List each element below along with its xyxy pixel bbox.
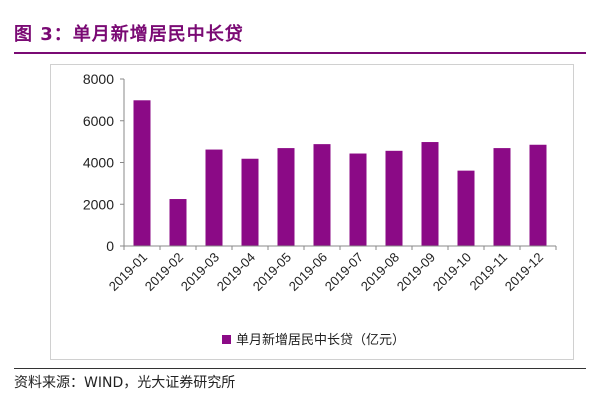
y-tick-label: 0 [106,238,114,254]
y-tick-label: 2000 [83,196,114,212]
x-tick-label: 2019-06 [286,250,330,294]
x-tick-label: 2019-10 [430,250,474,294]
bar [529,144,547,246]
figure-title: 图 3：单月新增居民中长贷 [14,24,244,45]
x-tick-label: 2019-05 [250,250,294,294]
legend-swatch [222,335,231,344]
legend: 单月新增居民中长贷（亿元） [222,332,405,347]
x-tick-label: 2019-02 [142,250,186,294]
y-axis: 0 2000 4000 6000 8000 [83,71,125,254]
bar [457,170,475,246]
x-tick-label: 2019-07 [322,250,366,294]
bar [277,148,295,246]
bar [169,199,187,246]
source-note: 资料来源：WIND，光大证券研究所 [14,375,236,391]
chart-frame [50,64,574,360]
y-tick-label: 6000 [83,113,114,129]
bar [421,142,439,246]
x-tick-label: 2019-08 [358,250,402,294]
x-tick-label: 2019-11 [466,250,510,294]
x-tick-label: 2019-04 [214,250,258,294]
bar [493,148,511,246]
bars [133,100,547,246]
bar [313,144,331,246]
bar [133,100,151,246]
x-axis: 2019-012019-022019-032019-042019-052019-… [106,245,557,294]
legend-label: 单月新增居民中长贷（亿元） [236,332,405,347]
bar [349,153,367,246]
x-tick-label: 2019-12 [502,250,546,294]
x-tick-label: 2019-03 [178,250,222,294]
bar [241,158,259,246]
x-tick-label: 2019-01 [106,250,150,294]
y-tick-label: 4000 [83,155,114,171]
bar [205,149,223,246]
x-tick-label: 2019-09 [394,250,438,294]
y-tick-label: 8000 [83,71,114,87]
source-rule [14,368,586,369]
bar [385,150,403,246]
title-rule [14,52,586,54]
